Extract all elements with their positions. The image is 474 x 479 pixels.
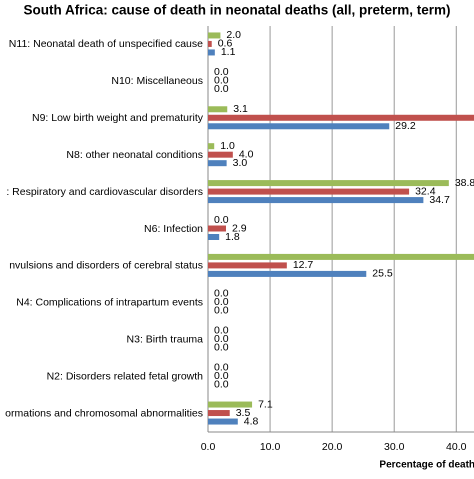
x-tick-label: 40.0 — [446, 441, 467, 453]
bar — [208, 401, 253, 408]
value-label: 2.9 — [232, 222, 247, 234]
value-label: 0.0 — [214, 288, 229, 300]
y-tick-label: N3: Birth trauma — [127, 334, 204, 346]
value-label: 0.0 — [214, 75, 229, 87]
value-label: 0.0 — [214, 214, 229, 226]
value-label: 25.5 — [372, 268, 393, 280]
value-label: 12.7 — [293, 259, 314, 271]
y-tick-label: N6: Infection — [144, 223, 203, 235]
bar — [208, 151, 233, 158]
chart-title: South Africa: cause of death in neonatal… — [23, 3, 450, 18]
value-label: 4.8 — [244, 415, 259, 427]
bar — [208, 418, 238, 425]
value-label: 7.1 — [258, 398, 273, 410]
y-tick-label: nvulsions and disorders of cerebral stat… — [9, 260, 203, 272]
y-tick-label: N8: other neonatal conditions — [66, 149, 203, 161]
y-tick-label: : Respiratory and cardiovascular disorde… — [6, 186, 203, 198]
y-tick-label: N10: Miscellaneous — [111, 75, 203, 87]
bar — [208, 180, 449, 187]
value-label: 32.4 — [415, 185, 436, 197]
bar — [208, 225, 226, 232]
y-tick-label: N11: Neonatal death of unspecified cause — [9, 38, 203, 50]
bar — [208, 49, 215, 56]
bar — [208, 106, 228, 113]
bar — [208, 253, 474, 260]
bar — [208, 40, 212, 47]
y-tick-label: N2: Disorders related fetal growth — [47, 370, 204, 382]
value-label: 0.0 — [214, 83, 229, 95]
x-axis-label: Percentage of deaths — [379, 460, 474, 471]
bar — [208, 32, 221, 39]
bar — [208, 234, 220, 240]
value-label: 0.0 — [214, 370, 229, 382]
value-label: 1.1 — [221, 46, 236, 58]
bar — [208, 197, 424, 204]
bar — [208, 188, 410, 195]
y-tick-label: ormations and chromosomal abnormalities — [5, 407, 203, 419]
value-label: 2.0 — [226, 29, 241, 41]
value-label: 4.0 — [239, 148, 254, 160]
value-label: 38.8 — [455, 177, 474, 189]
bar — [208, 160, 227, 167]
value-label: 0.0 — [214, 305, 229, 317]
bar — [208, 270, 367, 277]
bar — [208, 123, 390, 130]
bar — [208, 410, 230, 417]
value-label: 34.7 — [429, 194, 450, 206]
value-label: 0.6 — [218, 38, 233, 50]
value-label: 0.0 — [214, 66, 229, 78]
y-tick-label: N4: Complications of intrapartum events — [16, 297, 203, 309]
value-label: 3.0 — [233, 157, 248, 169]
value-label: 3.5 — [236, 407, 251, 419]
x-tick-label: 10.0 — [260, 441, 281, 453]
value-label: 0.0 — [214, 325, 229, 337]
value-label: 0.0 — [214, 378, 229, 390]
x-tick-label: 0.0 — [201, 441, 216, 453]
y-tick-label: N9: Low birth weight and prematurity — [32, 112, 204, 124]
value-label: 0.0 — [214, 361, 229, 373]
bar — [208, 262, 287, 269]
value-label: 0.0 — [214, 296, 229, 308]
value-label: 29.2 — [395, 120, 416, 132]
value-label: 3.1 — [233, 103, 248, 115]
x-tick-label: 20.0 — [322, 441, 343, 453]
value-label: 1.0 — [220, 140, 235, 152]
x-tick-label: 30.0 — [384, 441, 405, 453]
bar — [208, 143, 215, 150]
bar — [208, 114, 474, 121]
value-label: 0.0 — [214, 333, 229, 345]
value-label: 0.0 — [214, 342, 229, 354]
value-label: 1.8 — [225, 231, 240, 243]
